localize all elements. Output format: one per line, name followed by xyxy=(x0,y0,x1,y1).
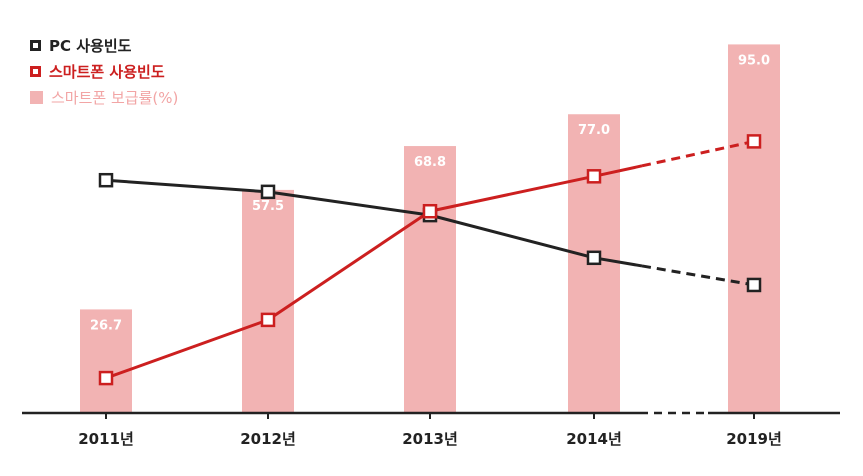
smartphone-marker-icon xyxy=(30,65,41,77)
series-0-point-3 xyxy=(586,250,602,266)
series-line-1 xyxy=(105,174,595,380)
legend-label-pc: PC 사용빈도 xyxy=(49,36,132,55)
series-1-point-1 xyxy=(260,312,276,328)
bar-swatch-icon xyxy=(30,90,43,104)
x-tick-label-2: 2013년 xyxy=(402,430,458,448)
series-0-point-0 xyxy=(98,172,114,188)
series-1-point-0 xyxy=(98,370,114,386)
legend-item-smartphone: 스마트폰 사용빈도 xyxy=(30,58,178,84)
bar-value-label-0: 26.7 xyxy=(90,318,122,333)
series-line-tail-dashed-1 xyxy=(641,139,755,168)
bar-2 xyxy=(404,146,456,413)
series-0-point-1 xyxy=(260,184,276,200)
bar-value-label-2: 68.8 xyxy=(414,155,446,170)
series-0-point-4 xyxy=(746,277,762,293)
x-tick-label-1: 2012년 xyxy=(240,430,296,448)
series-line-tail-solid-1 xyxy=(593,164,643,178)
legend: PC 사용빈도 스마트폰 사용빈도 스마트폰 보급률(%) xyxy=(30,32,178,110)
legend-label-penetration: 스마트폰 보급률(%) xyxy=(51,88,179,107)
legend-item-penetration: 스마트폰 보급률(%) xyxy=(30,84,178,110)
series-1-point-4 xyxy=(746,134,762,149)
x-tick-label-4: 2019년 xyxy=(726,430,782,448)
series-line-tail-solid-0 xyxy=(593,256,643,268)
series-1-point-3 xyxy=(586,169,602,184)
pc-marker-icon xyxy=(30,39,41,51)
legend-label-smartphone: 스마트폰 사용빈도 xyxy=(49,62,165,81)
bar-0 xyxy=(80,309,132,413)
bar-value-label-3: 77.0 xyxy=(578,123,610,138)
legend-item-pc: PC 사용빈도 xyxy=(30,32,178,58)
series-line-0 xyxy=(105,178,595,260)
bar-4 xyxy=(728,44,780,414)
x-tick-label-0: 2011년 xyxy=(78,430,134,448)
series-1-point-2 xyxy=(422,203,438,219)
bar-value-label-1: 57.5 xyxy=(252,199,284,214)
bar-1 xyxy=(242,189,294,413)
bar-value-label-4: 95.0 xyxy=(738,53,770,68)
series-line-tail-dashed-0 xyxy=(641,264,755,287)
x-tick-label-3: 2014년 xyxy=(566,430,622,448)
